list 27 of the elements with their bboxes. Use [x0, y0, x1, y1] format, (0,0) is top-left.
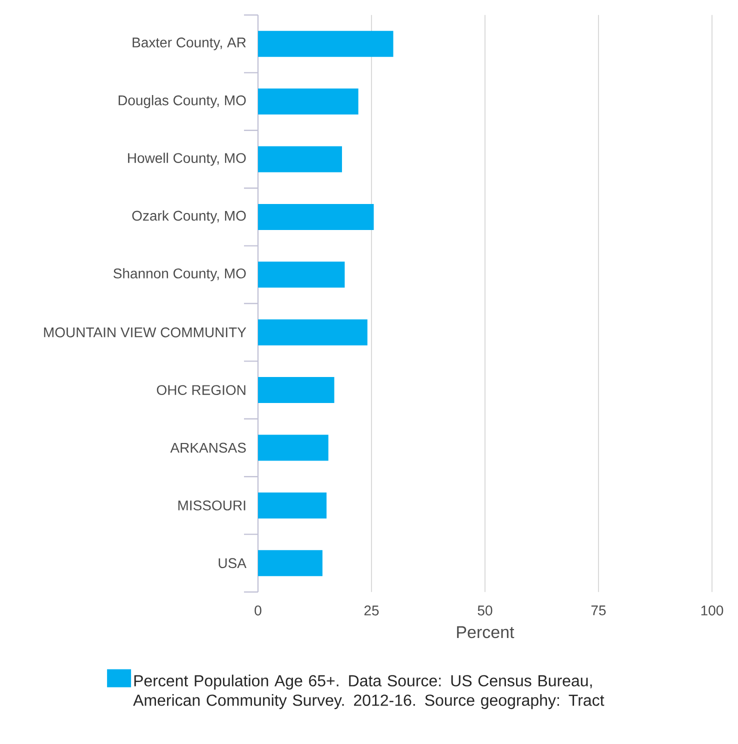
bar	[258, 434, 328, 461]
y-tick-label: Douglas County, MO	[118, 95, 246, 108]
y-tick-label: MISSOURI	[178, 500, 246, 510]
x-tick-label: 25	[364, 606, 379, 616]
bar	[258, 492, 327, 518]
x-tick-label: 100	[701, 606, 724, 616]
bar	[258, 262, 345, 288]
y-tick-label: OHC REGION	[156, 385, 246, 396]
bar	[258, 30, 394, 57]
bar	[258, 146, 342, 172]
y-tick-label: MOUNTAIN VIEW COMMUNITY	[44, 327, 246, 338]
bar	[258, 88, 358, 115]
bar	[258, 377, 334, 404]
x-tick-label: 50	[478, 606, 492, 616]
x-tick-label: 75	[591, 606, 606, 616]
y-tick-label: Shannon County, MO	[114, 268, 246, 282]
x-axis-title: Percent	[457, 626, 514, 638]
y-tick-label: Ozark County, MO	[132, 210, 246, 224]
legend-label: Percent Population Age 65+. Data Source: US Census Bureau, American Community Survey. 2012-16. Source geography: Tract	[133, 674, 604, 710]
y-tick-label: Baxter County, AR	[132, 38, 246, 50]
x-tick-label: 0	[254, 606, 262, 616]
bar	[258, 204, 374, 230]
y-tick-label: USA	[218, 558, 246, 568]
y-tick-label: Howell County, MO	[128, 152, 246, 166]
bar	[258, 319, 368, 346]
y-tick-label: ARKANSAS	[170, 442, 246, 453]
bar	[258, 550, 322, 576]
